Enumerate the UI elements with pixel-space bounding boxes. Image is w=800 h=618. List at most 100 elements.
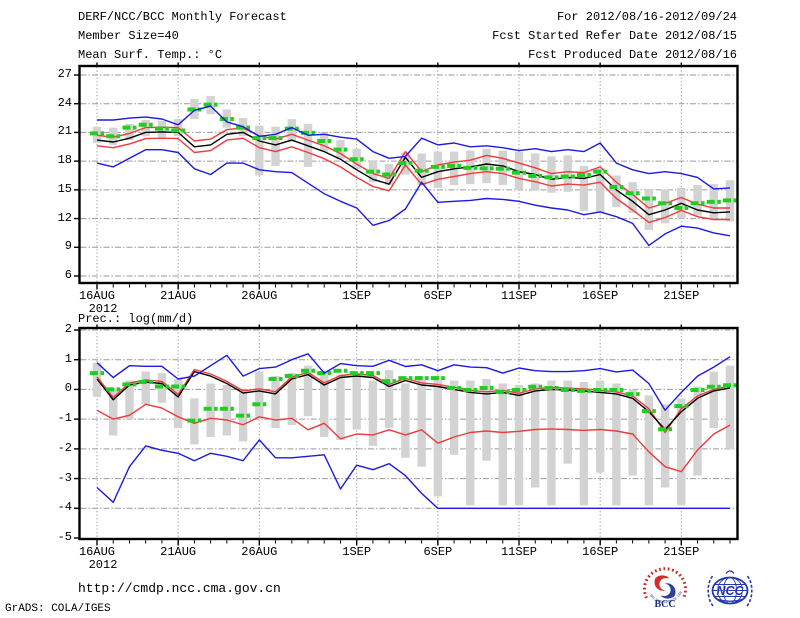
y-tick-label: 0 [64, 381, 72, 396]
temp-chart [74, 62, 739, 290]
header-for-range: For 2012/08/16-2012/09/24 [556, 10, 737, 24]
prec-chart-title: Prec.: log(mm/d) [78, 312, 194, 326]
header-member-size: Member Size=40 [78, 29, 179, 43]
bcc-swirl-red [654, 575, 670, 591]
series-lower-percentile [96, 137, 731, 224]
x-tick-label: 16AUG [78, 545, 115, 559]
x-tick-label: 16SEP [582, 289, 619, 303]
spread-bar [109, 387, 118, 436]
bcc-logo: BEIJING CLIMATE CENTER BCC [633, 567, 687, 610]
spread-bar [563, 155, 572, 192]
spread-bar [612, 383, 621, 506]
y-tick-label: 1 [64, 351, 72, 366]
axis-frame [74, 62, 739, 290]
gridlines [80, 67, 737, 282]
footer-url: http://cmdp.ncc.cma.gov.cn [78, 581, 281, 596]
spread-bar [531, 153, 540, 191]
y-tick-label: -2 [57, 440, 72, 455]
spread-bar [482, 148, 491, 184]
x-tick-label: 16SEP [582, 545, 619, 559]
x-tick-label: 1SEP [342, 289, 372, 303]
x-tick-label: 16AUG [78, 289, 115, 303]
spread-bar [384, 370, 394, 429]
spread-bar [677, 398, 686, 506]
x-tick-label: 1SEP [342, 545, 372, 559]
ncc-logo: NCC [707, 570, 753, 607]
spread-bar [595, 167, 605, 213]
series-observation [90, 368, 738, 432]
spread-bar [547, 156, 556, 193]
spread-bar [449, 380, 459, 455]
ncc-parallels [712, 584, 748, 597]
x-tick-sublabel: 2012 [88, 557, 118, 572]
y-tick-label: 15 [57, 181, 72, 196]
spread-bar [628, 389, 637, 476]
spread-bar [644, 395, 654, 506]
spread-bar [709, 371, 718, 429]
x-tick-label: 6SEP [423, 289, 453, 303]
spread-bar [352, 373, 361, 430]
y-tick-label: 27 [57, 67, 72, 81]
ncc-top-ornament [725, 570, 735, 574]
spread-bar [595, 380, 605, 473]
spread-bar [303, 365, 313, 417]
spread-bar [433, 151, 443, 188]
spread-bar [531, 383, 540, 488]
series-ensemble-min [96, 439, 731, 510]
x-tick-label: 11SEP [500, 545, 537, 559]
y-tick-label: 21 [57, 124, 72, 139]
axis-frame [74, 324, 739, 546]
y-tick-label: 9 [64, 239, 72, 254]
series-upper-percentile [96, 368, 731, 434]
spread-bar [725, 365, 735, 449]
header-var-label: Mean Surf. Temp.: °C [78, 48, 223, 62]
spread-bar [660, 404, 670, 488]
spread-bar [514, 384, 524, 506]
spread-bar [628, 182, 637, 213]
spread-bar [693, 386, 702, 476]
spread-bar [579, 382, 589, 506]
spread-bar [579, 165, 589, 211]
spread-bar [255, 371, 264, 420]
ncc-wreath-right [745, 574, 753, 607]
spread-bar [173, 379, 183, 429]
series-upper-percentile [96, 126, 731, 209]
y-tick-label: 12 [57, 210, 72, 225]
series-ensemble-max [96, 353, 731, 411]
y-tick-label: -4 [57, 500, 72, 515]
spread-bar [482, 379, 491, 461]
spread-bar [368, 380, 378, 446]
x-tick-label: 21SEP [663, 289, 700, 303]
spread-bar [417, 376, 426, 467]
x-tick-label: 21AUG [160, 545, 197, 559]
series-ensemble-min [96, 148, 731, 247]
spread-bar [498, 383, 507, 506]
x-tick-label: 21SEP [663, 545, 700, 559]
spread-bar [644, 188, 654, 231]
series-lower-percentile [96, 403, 731, 473]
ncc-logo-text: NCC [716, 584, 744, 598]
y-tick-label: 6 [64, 267, 72, 282]
spread-bar [466, 380, 475, 506]
spread-bar [141, 371, 150, 405]
bcc-ring-marks [643, 567, 687, 599]
x-tick-label: 11SEP [500, 289, 537, 303]
spread-bar [336, 374, 345, 440]
spread-bar [271, 126, 280, 166]
spread-bar [612, 175, 621, 208]
spread-bar [660, 189, 670, 224]
grads-credit: GrADS: COLA/IGES [5, 603, 111, 615]
page-title: DERF/NCC/BCC Monthly Forecast [78, 10, 287, 24]
spread-bar [125, 380, 134, 420]
y-tick-label: -5 [57, 530, 72, 544]
spread-bar [433, 376, 443, 497]
bcc-logo-text: BCC [654, 599, 675, 610]
x-tick-sublabel: 2012 [88, 301, 118, 316]
spread-bar [255, 125, 264, 176]
spread-bar [320, 371, 329, 437]
series-ensemble-max [97, 105, 731, 190]
x-tick-label: 26AUG [241, 289, 278, 303]
spread-bar [125, 123, 134, 141]
spread-bar [547, 380, 556, 506]
ncc-wreath-left [707, 574, 715, 607]
